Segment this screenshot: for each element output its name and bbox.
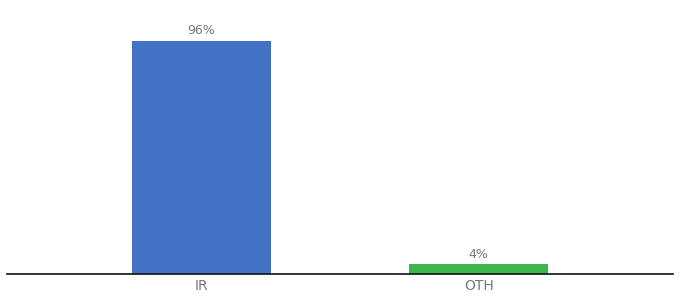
Bar [132, 41, 271, 274]
Text: 96%: 96% [188, 24, 215, 37]
Bar [409, 265, 548, 274]
Text: 4%: 4% [469, 248, 489, 261]
